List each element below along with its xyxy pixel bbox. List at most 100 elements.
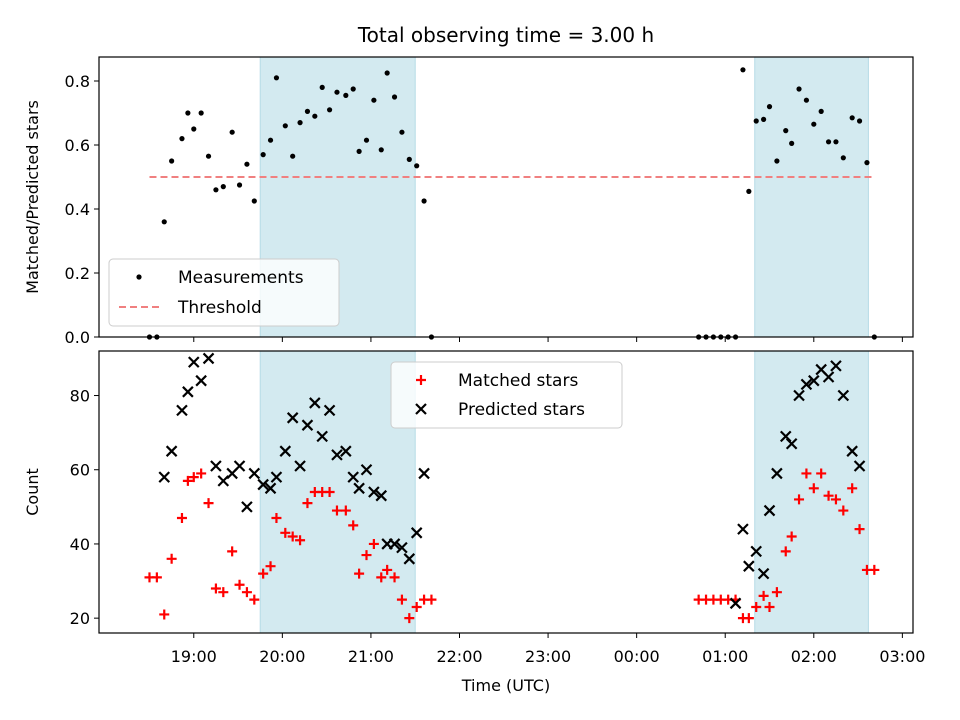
matched-star-point	[151, 572, 162, 583]
legend-measurements-label: Measurements	[178, 268, 304, 288]
measurement-point	[220, 184, 226, 190]
matched-star-point	[159, 609, 170, 620]
x-tick-label: 22:00	[436, 647, 482, 666]
predicted-star-point	[202, 352, 215, 365]
predicted-star-point	[233, 460, 246, 472]
matched-star-point	[287, 531, 298, 542]
measurement-point	[179, 136, 185, 142]
predicted-star-point	[257, 478, 269, 491]
measurement-point	[169, 158, 175, 164]
predicted-star-point	[388, 538, 401, 550]
matched-star-point	[249, 594, 260, 605]
measurement-point	[191, 126, 197, 132]
matched-star-point	[166, 553, 177, 564]
matched-star-point	[396, 594, 407, 605]
measurement-point	[796, 86, 802, 92]
predicted-star-point	[347, 471, 359, 483]
predicted-star-point	[822, 371, 835, 383]
predicted-star-point	[410, 527, 423, 539]
matched-star-point	[234, 579, 245, 590]
matched-star-point	[854, 524, 865, 535]
predicted-star-point	[846, 445, 858, 457]
predicted-star-point	[403, 553, 416, 565]
top-highlight-band	[754, 56, 869, 338]
measurement-point	[391, 94, 398, 100]
predicted-star-point	[785, 437, 798, 450]
predicted-star-point	[241, 501, 253, 513]
predicted-star-point	[830, 360, 842, 372]
measurement-point	[414, 163, 420, 169]
predicted-star-point	[763, 504, 776, 517]
predicted-star-point	[729, 597, 742, 610]
matched-star-point	[361, 550, 372, 561]
matched-star-point	[295, 535, 306, 546]
measurement-point	[840, 155, 846, 161]
measurement-point	[740, 67, 746, 73]
bottom-y-axis-label: Count	[23, 468, 42, 516]
measurement-point	[864, 160, 870, 166]
predicted-star-point	[353, 482, 365, 495]
predicted-star-point	[418, 467, 430, 480]
measurement-point	[371, 97, 377, 103]
matched-star-point	[354, 568, 365, 579]
predicted-star-point	[800, 378, 813, 391]
x-tick-label: 01:00	[702, 647, 748, 666]
x-tick-label: 03:00	[879, 647, 925, 666]
measurement-point	[833, 139, 839, 145]
matched-star-point	[801, 468, 812, 479]
predicted-star-point	[176, 404, 188, 417]
matched-star-point	[368, 538, 379, 549]
measurement-point	[761, 116, 767, 122]
measurement-point	[297, 120, 303, 126]
matched-star-point	[258, 568, 269, 579]
legend-matched-marker	[416, 375, 426, 385]
bottom-y-tick-label: 80	[70, 387, 90, 406]
matched-star-point	[210, 583, 221, 594]
legend-box	[108, 258, 340, 327]
top-y-tick-label: 0.4	[65, 200, 90, 219]
matched-star-point	[743, 613, 754, 624]
predicted-star-point	[248, 467, 261, 480]
predicted-star-point	[368, 486, 380, 498]
predicted-star-point	[771, 467, 783, 480]
legend-predicted-marker	[415, 403, 427, 415]
measurement-point	[825, 139, 832, 145]
predicted-star-point	[793, 389, 805, 402]
legend-predicted-label: Predicted stars	[458, 400, 585, 420]
measurement-point	[789, 140, 795, 146]
predicted-star-point	[187, 356, 200, 368]
bottom-series-predicted-stars	[158, 352, 866, 610]
x-tick-label: 02:00	[791, 647, 837, 666]
matched-star-point	[794, 494, 805, 505]
measurement-point	[267, 137, 274, 143]
matched-star-point	[271, 512, 282, 523]
matched-star-point	[176, 512, 187, 523]
measurement-point	[213, 187, 219, 193]
legend-measurements-marker	[136, 274, 142, 280]
predicted-star-point	[743, 560, 755, 572]
legend-matched-label: Matched stars	[458, 371, 578, 391]
matched-star-point	[227, 546, 238, 557]
measurement-point	[161, 219, 167, 225]
matched-star-point	[764, 602, 775, 613]
measurement-point	[849, 115, 855, 121]
top-y-axis-label: Matched/Predicted stars	[23, 100, 42, 294]
x-tick-label: 21:00	[348, 647, 394, 666]
predicted-star-point	[375, 489, 388, 502]
matched-star-point	[786, 531, 797, 542]
bottom-panel: 20 40 60 80 19:00 20:00 21:00 22:00 23:00 00:00 01…	[70, 350, 925, 666]
measurement-point	[363, 137, 370, 143]
matched-star-point	[771, 587, 782, 598]
top-panel: 0.0 0.2 0.4 0.6 0.8 Measurements Threshold	[65, 56, 914, 347]
measurement-point	[205, 153, 212, 159]
predicted-star-point	[301, 419, 314, 431]
top-y-tick-label: 0.6	[65, 136, 90, 155]
matched-star-point	[869, 564, 880, 575]
measurement-point	[185, 110, 191, 116]
measurement-point	[273, 75, 280, 81]
matched-star-point	[265, 561, 276, 572]
x-axis-label: Time (UTC)	[461, 676, 550, 695]
matched-star-point	[218, 587, 229, 598]
bottom-series-matched-stars	[144, 468, 880, 624]
predicted-star-point	[270, 471, 283, 483]
